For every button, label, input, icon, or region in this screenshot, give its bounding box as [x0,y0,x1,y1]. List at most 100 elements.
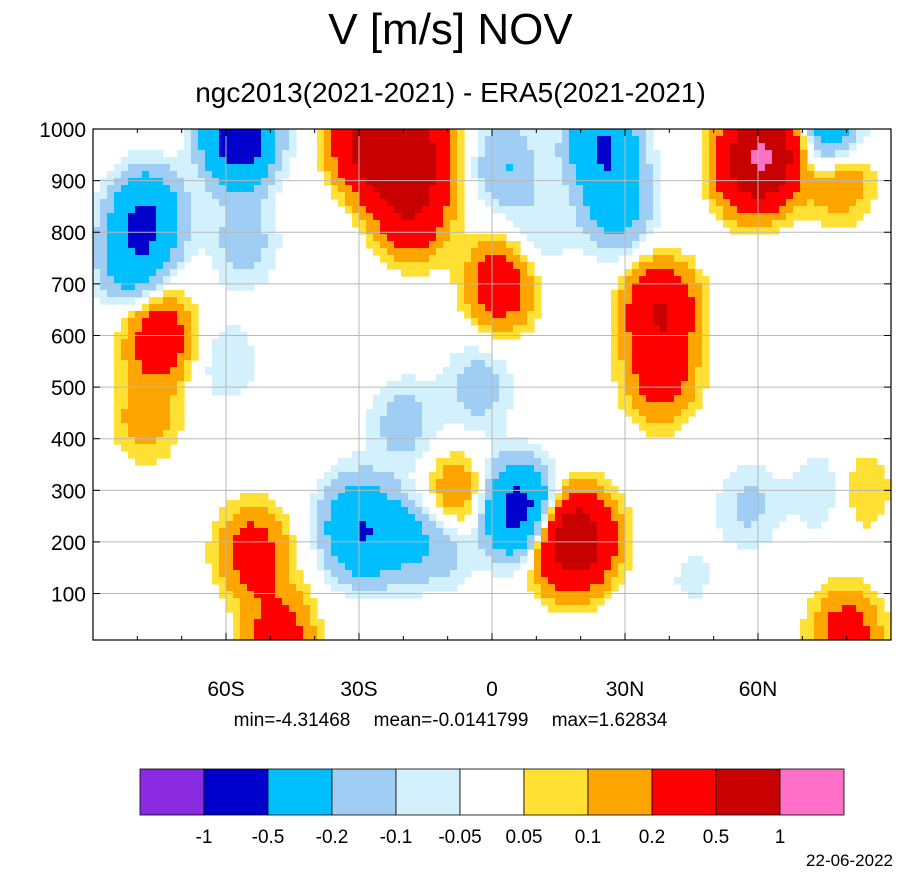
contour-cell [597,213,605,221]
contour-cell [492,234,500,242]
contour-cell [730,507,738,515]
contour-cell [856,577,864,585]
contour-cell [268,143,276,151]
contour-cell [499,542,507,550]
contour-cell [317,633,325,640]
contour-cell [534,276,542,284]
contour-cell [149,388,157,396]
contour-cell [597,157,605,165]
contour-cell [793,213,801,221]
contour-cell [506,290,514,298]
contour-cell [555,199,563,207]
contour-cell [562,598,570,606]
contour-cell [233,164,241,172]
contour-cell [765,143,773,151]
contour-cell [135,199,143,207]
contour-cell [394,472,402,480]
contour-cell [807,479,815,487]
contour-cell [114,248,122,256]
contour-cell [534,577,542,585]
contour-cell [261,143,269,151]
contour-cell [380,444,388,452]
contour-cell [443,542,451,550]
contour-cell [583,549,591,557]
contour-cell [639,409,647,417]
contour-cell [219,241,227,249]
contour-cell [625,185,633,193]
x-tick-label: 30N [606,678,645,701]
contour-cell [408,199,416,207]
contour-cell [149,206,157,214]
contour-cell [359,178,367,186]
contour-cell [184,304,192,312]
contour-cell [800,192,808,200]
contour-cell [331,577,339,585]
contour-cell [534,234,542,242]
contour-field [93,129,891,640]
contour-cell [646,269,654,277]
contour-cell [660,409,668,417]
contour-cell [226,388,234,396]
contour-cell [282,528,290,536]
contour-cell [205,549,213,557]
contour-cell [156,276,164,284]
contour-cell [492,556,500,564]
contour-cell [163,381,171,389]
contour-cell [863,591,871,599]
contour-cell [646,290,654,298]
contour-cell [443,164,451,172]
contour-cell [828,598,836,606]
contour-cell [429,556,437,564]
contour-cell [688,374,696,382]
contour-cell [702,339,710,347]
contour-cell [863,199,871,207]
contour-cell [415,199,423,207]
contour-cell [205,556,213,564]
contour-cell [506,521,514,529]
contour-cell [856,472,864,480]
contour-cell [436,241,444,249]
contour-cell [618,213,626,221]
contour-cell [611,185,619,193]
contour-cell [821,465,829,473]
contour-cell [548,192,556,200]
contour-cell [443,458,451,466]
contour-cell [835,584,843,592]
contour-cell [373,556,381,564]
contour-cell [604,549,612,557]
contour-cell [156,416,164,424]
contour-cell [471,528,479,536]
contour-cell [814,199,822,207]
contour-cell [373,444,381,452]
contour-cell [821,598,829,606]
contour-cell [408,584,416,592]
contour-cell [527,276,535,284]
contour-cell [443,556,451,564]
contour-cell [261,535,269,543]
contour-cell [443,493,451,501]
contour-cell [373,535,381,543]
contour-cell [681,381,689,389]
contour-cell [373,150,381,158]
contour-cell [611,220,619,228]
contour-cell [380,479,388,487]
contour-cell [226,542,234,550]
contour-cell [534,458,542,466]
contour-cell [772,486,780,494]
contour-cell [576,493,584,501]
contour-cell [345,570,353,578]
contour-cell [646,178,654,186]
contour-cell [324,472,332,480]
contour-cell [639,276,647,284]
contour-cell [597,129,605,137]
contour-cell [352,129,360,137]
contour-cell [233,255,241,263]
contour-cell [625,402,633,410]
contour-cell [331,535,339,543]
contour-cell [555,570,563,578]
contour-cell [121,325,129,333]
contour-cell [226,353,234,361]
contour-cell [618,563,626,571]
contour-cell [219,521,227,529]
contour-cell [93,241,101,249]
